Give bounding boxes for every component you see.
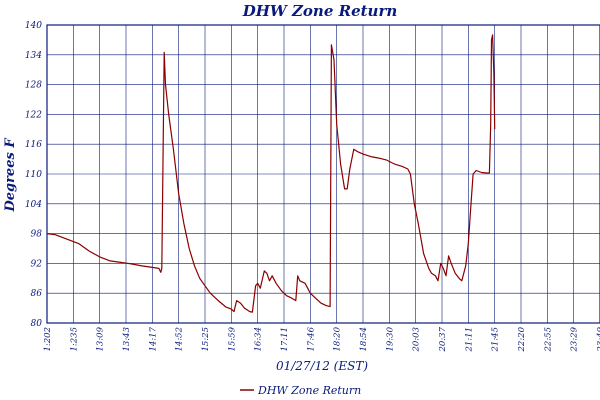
- y-tick-label: 140: [25, 21, 42, 31]
- x-tick-label: 13:09: [96, 326, 106, 351]
- grid: [46, 24, 600, 324]
- x-tick-label: 23:29: [570, 326, 580, 352]
- x-axis-label: 01/27/12 (EST): [276, 359, 368, 373]
- x-tick-label: 18:54: [359, 327, 369, 352]
- y-tick-label: 122: [25, 110, 42, 120]
- x-tick-label: 22:55: [543, 327, 553, 353]
- y-tick-label: 128: [25, 81, 42, 91]
- x-tick-label: 1:202: [43, 327, 53, 352]
- x-tick-label: 17:46: [306, 326, 316, 351]
- x-tick-label: 23:49: [596, 326, 600, 352]
- x-tick-label: 14:17: [148, 326, 158, 351]
- y-tick-label: 104: [25, 200, 42, 210]
- chart-title: DHW Zone Return: [242, 2, 398, 20]
- x-tick-label: 20:03: [412, 327, 422, 353]
- y-tick-label: 98: [31, 230, 43, 240]
- x-tick-label: 17:11: [280, 327, 290, 352]
- y-tick-label: 110: [25, 170, 42, 180]
- series-group: [46, 34, 496, 313]
- legend-label: DHW Zone Return: [257, 384, 361, 397]
- x-tick-label: 13:43: [122, 327, 132, 352]
- y-tick-label: 86: [31, 289, 43, 299]
- y-tick-labels: 80 86 92 98 104 110 116 122 128 134 140: [25, 21, 42, 329]
- y-tick-label: 116: [25, 140, 42, 150]
- x-tick-label: 21:45: [491, 327, 501, 353]
- x-tick-label: 22:20: [517, 326, 527, 352]
- y-tick-label: 92: [31, 259, 43, 269]
- y-tick-label: 134: [25, 51, 42, 61]
- x-tick-label: 1:235: [69, 327, 79, 352]
- x-tick-labels: 1:202 1:235 13:09 13:43 14:17 14:52 15:25 15:59…: [43, 326, 600, 352]
- x-tick-label: 20:37: [438, 326, 448, 352]
- y-tick-label: 80: [31, 319, 43, 329]
- plot-border: [46, 24, 600, 324]
- x-tick-label: 19:30: [385, 326, 395, 351]
- x-tick-label: 16:34: [254, 327, 264, 352]
- x-tick-label: 18:20: [333, 326, 343, 351]
- legend: DHW Zone Return: [240, 384, 361, 397]
- x-tick-label: 15:25: [201, 327, 211, 352]
- series-line: [46, 34, 496, 313]
- x-tick-label: 15:59: [227, 326, 237, 351]
- x-tick-label: 14:52: [175, 327, 185, 352]
- y-axis-label: Degrees F: [3, 138, 18, 213]
- x-tick-label: 21:11: [464, 327, 474, 353]
